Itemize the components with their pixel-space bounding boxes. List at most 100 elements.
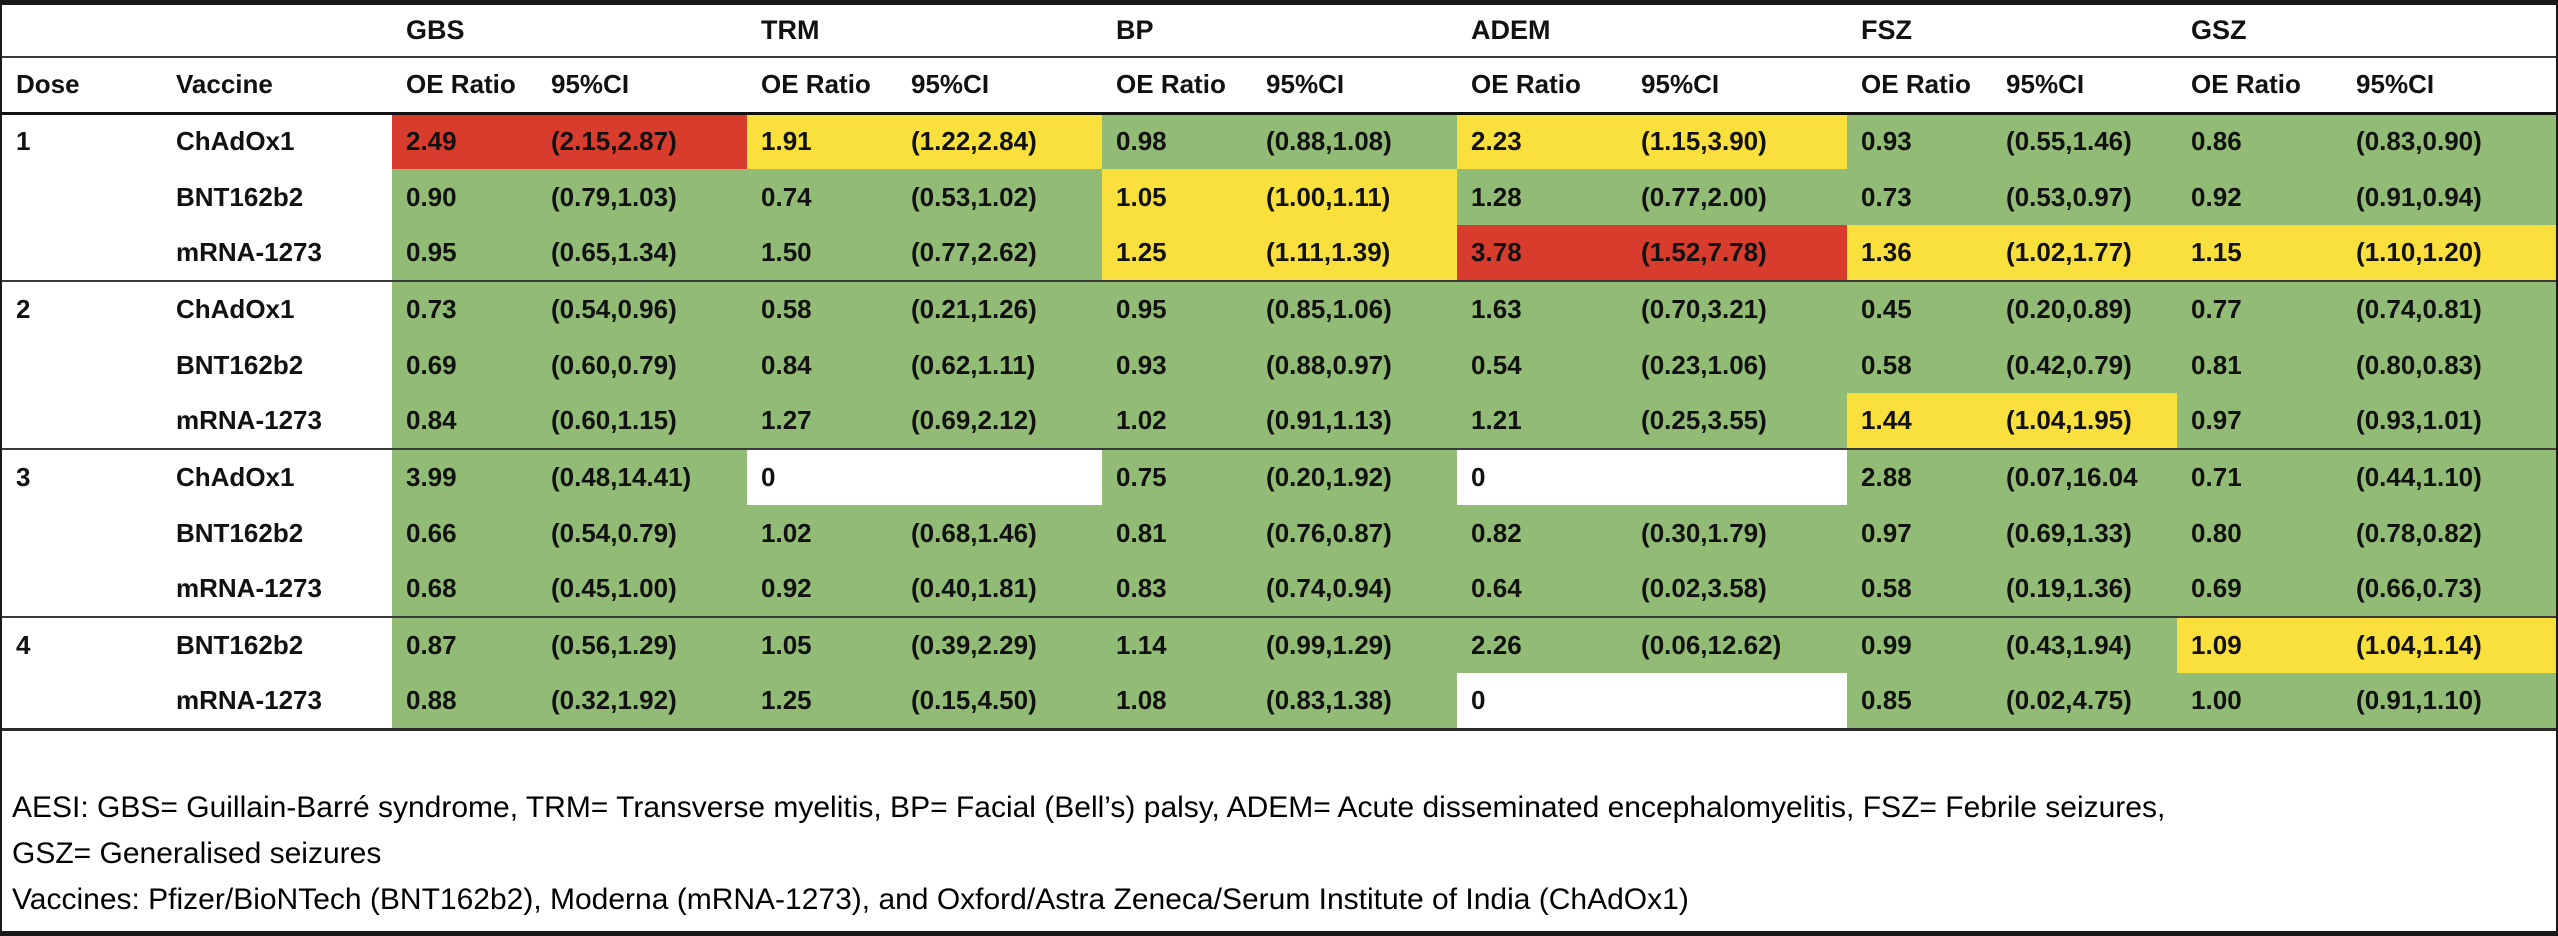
oe-ratio-cell-adem: 1.63: [1457, 280, 1628, 337]
group-header-bp: BP: [1102, 5, 1458, 58]
ci-cell-fsz: (1.04,1.95): [1992, 393, 2178, 449]
ci-cell-trm: (0.21,1.26): [897, 280, 1103, 337]
ci-cell-trm: (0.39,2.29): [897, 616, 1103, 673]
ci-cell-gsz: (0.74,0.81): [2342, 280, 2556, 337]
oe-ratio-cell-trm: 0.74: [747, 169, 898, 225]
vaccine-cell: BNT162b2: [162, 616, 392, 673]
ci-cell-adem: (0.70,3.21): [1627, 280, 1848, 337]
dose-cell: [2, 673, 162, 731]
table-row: 4 BNT162b2 0.87 (0.56,1.29) 1.05 (0.39,2.29) 1…: [2, 616, 2556, 673]
ci-cell-adem: (0.06,12.62): [1627, 616, 1848, 673]
dose-cell: [2, 393, 162, 449]
ci-cell-bp: (1.00,1.11): [1252, 169, 1458, 225]
ci-cell-gbs: (0.54,0.79): [537, 505, 748, 561]
vaccine-cell: mRNA-1273: [176, 405, 322, 435]
oe-ratio-cell-trm: 1.05: [747, 616, 898, 673]
footnote-vaccine-definitions: Vaccines: Pfizer/BioNTech (BNT162b2), Mo…: [12, 882, 1689, 916]
oe-ratio-cell-bp: 1.05: [1102, 169, 1253, 225]
ci-cell-gsz: (0.78,0.82): [2342, 505, 2556, 561]
ci-cell-adem: (0.25,3.55): [1627, 393, 1848, 449]
ci-cell-adem: (1.52,7.78): [1627, 225, 1848, 281]
oe-ratio-cell-fsz: 0.93: [1847, 112, 1993, 169]
oe-ratio-cell-gsz: 0.92: [2177, 169, 2343, 225]
ci-cell-gbs: (0.56,1.29): [537, 616, 748, 673]
group-header-adem: ADEM: [1457, 5, 1848, 58]
ci-cell-trm: (0.15,4.50): [897, 673, 1103, 731]
column-header-oe-ratio-trm: OE Ratio: [747, 57, 898, 115]
table-header: GBS TRM BP ADEM FSZ GSZ Dose Vaccine OE Ratio 95%…: [2, 5, 2556, 115]
oe-ratio-cell-gsz: 0.69: [2177, 561, 2343, 617]
ci-cell-fsz: (0.07,16.04: [1992, 448, 2178, 505]
ci-cell-adem: (0.30,1.79): [1627, 505, 1848, 561]
ci-cell-adem: (0.23,1.06): [1627, 337, 1848, 393]
footnotes-block: AESI: GBS= Guillain-Barré syndrome, TRM=…: [12, 785, 2542, 923]
oe-ratio-cell-bp: 1.14: [1102, 616, 1253, 673]
ci-cell-trm: (0.69,2.12): [897, 393, 1103, 449]
ci-cell-gbs: (0.32,1.92): [537, 673, 748, 731]
oe-ratio-cell-gbs: 0.69: [392, 337, 537, 393]
oe-ratio-cell-gsz: 1.09: [2177, 616, 2343, 673]
ci-cell-gbs: (0.54,0.96): [537, 280, 748, 337]
oe-ratio-cell-gsz: 0.71: [2177, 448, 2343, 505]
ci-cell-fsz: (0.69,1.33): [1992, 505, 2178, 561]
ci-cell-trm: (0.53,1.02): [897, 169, 1103, 225]
oe-ratio-cell-bp: 1.02: [1102, 393, 1253, 449]
table-row: 3 ChAdOx1 3.99 (0.48,14.41) 0 0.75 (0.20,1.92)…: [2, 448, 2556, 505]
oe-ratio-cell-fsz: 0.99: [1847, 616, 1993, 673]
oe-ratio-cell-adem: 2.26: [1457, 616, 1628, 673]
oe-ratio-cell-fsz: 0.58: [1847, 337, 1993, 393]
oe-ratio-cell-fsz: 2.88: [1847, 448, 1993, 505]
dose-cell: [2, 225, 162, 281]
ci-cell-adem: (1.15,3.90): [1627, 112, 1848, 169]
column-header-ci-trm: 95%CI: [897, 57, 1103, 115]
oe-ratio-cell-gbs: 0.68: [392, 561, 537, 617]
ci-cell-bp: (0.20,1.92): [1252, 448, 1458, 505]
oe-ratio-cell-bp: 0.93: [1102, 337, 1253, 393]
ci-cell-fsz: (0.43,1.94): [1992, 616, 2178, 673]
dose-cell: [2, 337, 162, 393]
vaccine-cell: ChAdOx1: [162, 448, 392, 505]
oe-ratio-cell-bp: 0.81: [1102, 505, 1253, 561]
table-row: BNT162b2 0.90 (0.79,1.03) 0.74 (0.53,1.02) 1.…: [2, 169, 2556, 225]
column-header-ci-fsz: 95%CI: [1992, 57, 2178, 115]
oe-ratio-cell-trm: 0: [747, 448, 898, 505]
ci-cell-gbs: (0.48,14.41): [537, 448, 748, 505]
ci-cell-fsz: (0.19,1.36): [1992, 561, 2178, 617]
column-header-oe-ratio-fsz: OE Ratio: [1847, 57, 1993, 115]
footnote-aesi-definitions-line1: AESI: GBS= Guillain-Barré syndrome, TRM=…: [12, 790, 2166, 824]
column-header-oe-ratio-adem: OE Ratio: [1457, 57, 1628, 115]
ci-cell-gsz: (1.04,1.14): [2342, 616, 2556, 673]
oe-ratio-cell-bp: 0.83: [1102, 561, 1253, 617]
vaccine-cell: mRNA-1273: [162, 673, 392, 731]
ci-cell-trm: (1.22,2.84): [897, 112, 1103, 169]
oe-ratio-cell-gbs: 0.84: [392, 393, 537, 449]
ci-cell-bp: (0.99,1.29): [1252, 616, 1458, 673]
ci-cell-gbs: (0.45,1.00): [537, 561, 748, 617]
table-row: mRNA-1273 0.88 (0.32,1.92) 1.25 (0.15,4.50) 1…: [2, 673, 2556, 731]
column-header-oe-ratio-bp: OE Ratio: [1102, 57, 1253, 115]
column-header-oe-ratio-gbs: OE Ratio: [392, 57, 537, 115]
ci-cell-gbs: (0.65,1.34): [537, 225, 748, 281]
ci-cell-adem: [1627, 673, 1848, 731]
column-header-ci-gsz: 95%CI: [2342, 57, 2556, 115]
oe-ratio-cell-gsz: 0.86: [2177, 112, 2343, 169]
oe-ratio-cell-adem: 0.54: [1457, 337, 1628, 393]
table-row: mRNA-1273 0.84 (0.60,1.15) 1.27 (0.69,2.12) 1…: [2, 393, 2556, 449]
vaccine-cell: BNT162b2: [176, 181, 304, 212]
dose-cell: 2: [2, 280, 162, 337]
oe-ratio-cell-adem: 0: [1457, 448, 1628, 505]
vaccine-cell: BNT162b2: [176, 517, 304, 548]
vaccine-cell: mRNA-1273: [176, 237, 322, 267]
dose-cell: 4: [2, 616, 162, 673]
oe-ratio-cell-gsz: 0.80: [2177, 505, 2343, 561]
ci-cell-trm: (0.68,1.46): [897, 505, 1103, 561]
table-row: 2 ChAdOx1 0.73 (0.54,0.96) 0.58 (0.21,1.26) 0.…: [2, 280, 2556, 337]
ci-cell-fsz: (0.53,0.97): [1992, 169, 2178, 225]
table-row: mRNA-1273 0.95 (0.65,1.34) 1.50 (0.77,2.62) 1…: [2, 225, 2556, 281]
ci-cell-adem: (0.77,2.00): [1627, 169, 1848, 225]
ci-cell-fsz: (0.20,0.89): [1992, 280, 2178, 337]
oe-ratio-cell-gbs: 0.95: [392, 225, 537, 281]
column-header-ci-adem: 95%CI: [1627, 57, 1848, 115]
oe-ratio-cell-trm: 1.27: [747, 393, 898, 449]
oe-ratio-cell-fsz: 0.73: [1847, 169, 1993, 225]
